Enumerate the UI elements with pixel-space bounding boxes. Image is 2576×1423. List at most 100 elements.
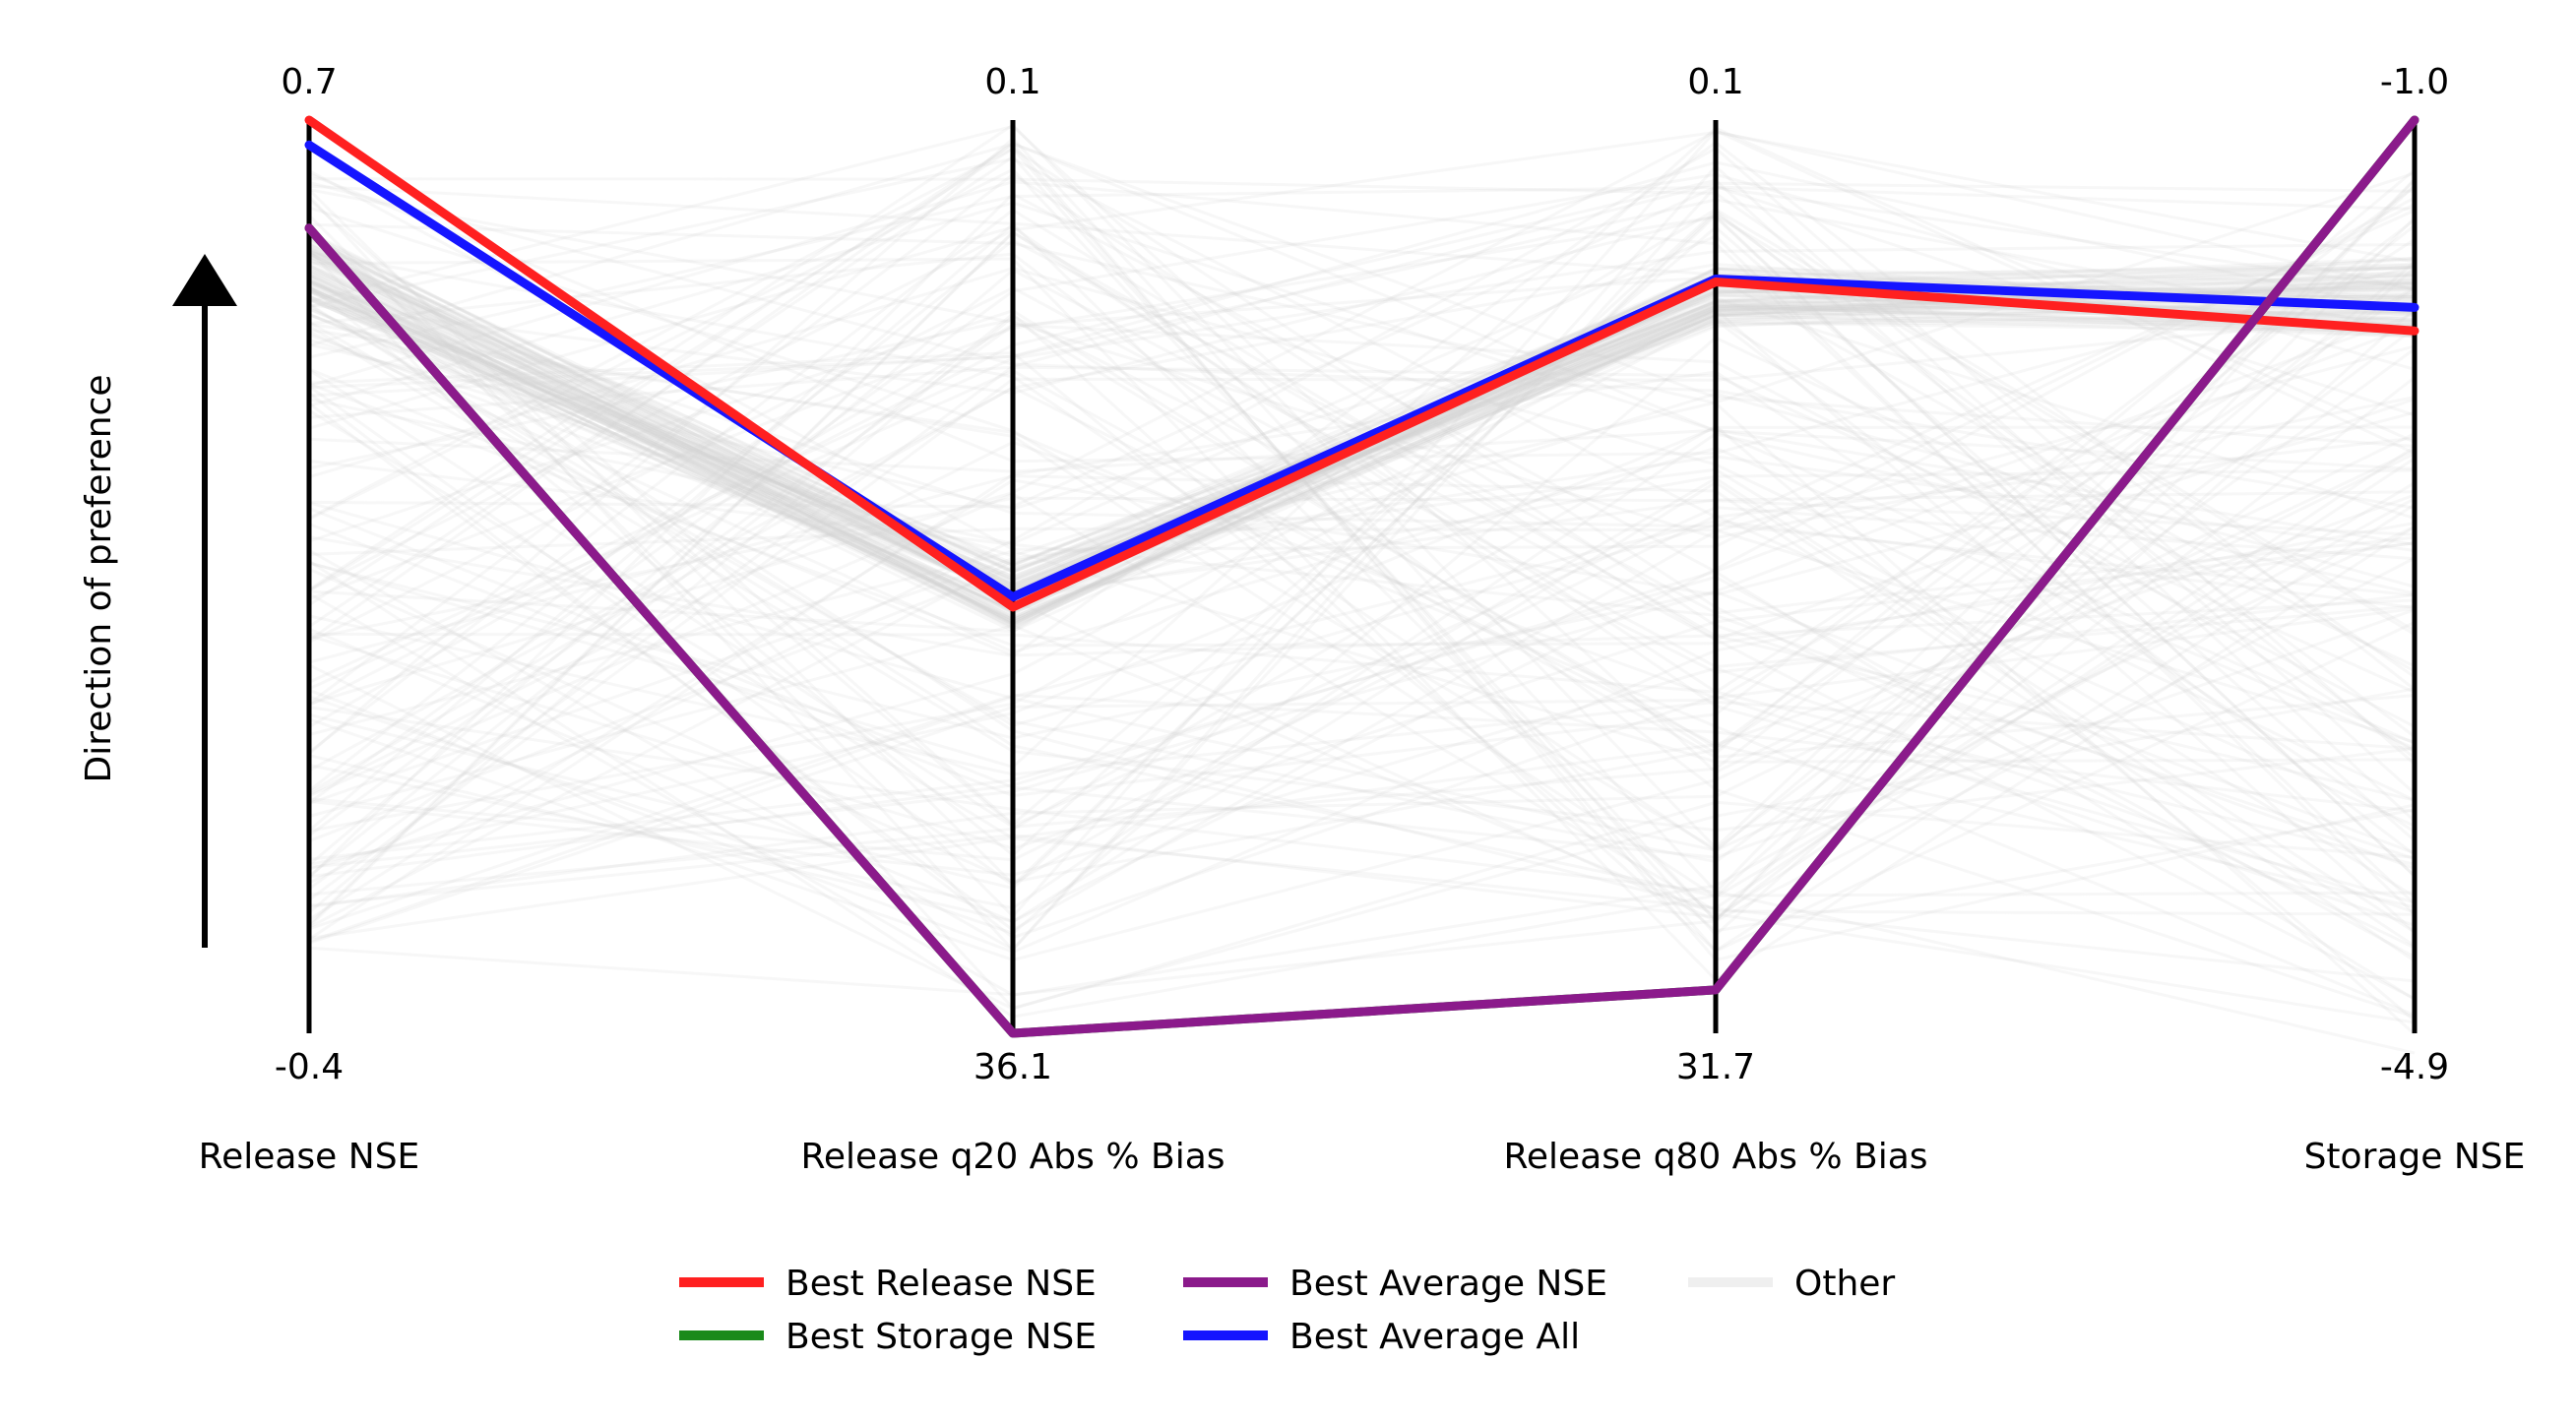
other-solution-line — [308, 614, 2416, 776]
other-solution-line — [308, 257, 2416, 982]
other-solution-line — [308, 243, 2416, 684]
other-solution-line — [308, 313, 2416, 901]
axis-top-label: -1.0 — [2380, 62, 2449, 102]
other-solution-line — [308, 428, 2416, 546]
axis-top-label: 0.7 — [281, 62, 337, 102]
other-solution-line — [308, 234, 2417, 916]
other-solution-line — [308, 322, 2416, 899]
other-solution-line — [308, 382, 2416, 648]
other-solution-line — [308, 284, 2416, 592]
other-solution-line — [308, 369, 2416, 759]
other-solution-line — [308, 142, 2416, 961]
other-solution-line — [308, 541, 2416, 850]
other-solution-line — [308, 237, 2416, 602]
other-solution-line — [308, 526, 2416, 744]
other-solution-line — [308, 285, 2416, 945]
other-solution-line — [308, 365, 2416, 694]
other-solution-line — [308, 521, 2416, 955]
other-solution-line — [308, 177, 2416, 679]
other-solution-line — [308, 167, 2416, 923]
other-solution-line — [308, 211, 2416, 891]
other-solution-line — [308, 140, 2416, 691]
axis-title: Release NSE — [199, 1137, 420, 1177]
other-solution-line — [308, 252, 2416, 622]
other-solution-line — [308, 497, 2416, 997]
other-solution-line — [308, 178, 2417, 823]
other-solution-line — [308, 209, 2416, 528]
other-solution-line — [308, 265, 2416, 623]
other-solution-line — [308, 180, 2416, 510]
other-solution-line — [308, 208, 2416, 634]
other-solution-line — [308, 257, 2416, 624]
other-solution-line — [308, 432, 2416, 910]
other-solution-line — [308, 519, 2416, 944]
other-solution-line — [308, 272, 2416, 620]
other-solution-line — [308, 146, 2416, 885]
other-solution-line — [307, 229, 2416, 926]
other-solution-line — [308, 507, 2416, 859]
other-solution-line — [308, 208, 2416, 754]
other-solution-line — [308, 263, 2416, 773]
other-solution-line — [308, 328, 2416, 1017]
other-solution-line — [308, 330, 2416, 750]
other-solution-line — [308, 274, 2416, 567]
other-solution-line — [308, 254, 2416, 624]
axis-top-label: 0.1 — [984, 62, 1040, 102]
series-line — [304, 140, 2419, 602]
other-solution-line — [308, 266, 2416, 626]
axis-bottom-label: -4.9 — [2380, 1047, 2449, 1087]
other-solution-line — [308, 259, 2416, 602]
preference-arrow-head — [172, 254, 237, 306]
other-solution-line — [308, 236, 2416, 597]
other-solution-line — [308, 312, 2416, 953]
other-solution-line — [308, 225, 2416, 828]
other-solution-line — [308, 255, 2416, 624]
other-solution-line — [308, 496, 2416, 641]
other-solution-line — [308, 243, 2416, 604]
other-solution-line — [308, 325, 2416, 833]
other-solution-line — [308, 392, 2416, 940]
other-solution-line — [308, 282, 2416, 622]
other-solution-line — [308, 185, 2416, 509]
axis-bottom-label: 31.7 — [1676, 1047, 1755, 1087]
preference-arrow — [172, 254, 237, 948]
other-solution-line — [308, 214, 2417, 878]
other-solution-line — [308, 589, 2416, 869]
other-solution-line — [308, 624, 2416, 1024]
other-solution-line — [308, 286, 2416, 598]
other-solution-line — [308, 316, 2416, 833]
other-solution-line — [308, 278, 2416, 587]
other-solution-line — [308, 188, 2416, 540]
other-solution-line — [308, 367, 2416, 657]
other-solution-line — [308, 268, 2416, 1001]
other-solution-line — [308, 180, 2417, 905]
other-solution-line — [308, 178, 2417, 895]
legend-label: Best Average NSE — [1289, 1264, 1607, 1304]
legend: Best Release NSE Best Storage NSE Best Ave… — [679, 1264, 1895, 1357]
other-solution-line — [308, 168, 2416, 756]
other-solution-line — [308, 452, 2416, 908]
other-solution-line — [308, 287, 2416, 884]
other-solution-line — [308, 693, 2416, 931]
other-solution-line — [308, 549, 2416, 764]
other-solution-line — [308, 480, 2416, 948]
series-line — [304, 115, 2419, 1038]
other-solution-line — [308, 285, 2416, 669]
other-solution-line — [308, 314, 2416, 914]
other-solution-line — [308, 222, 2417, 1036]
other-solution-line — [307, 188, 2416, 934]
other-solution-line — [308, 467, 2416, 898]
other-solution-line — [308, 279, 2416, 614]
other-solution-line — [308, 164, 2417, 952]
other-solution-line — [308, 449, 2416, 961]
other-solution-line — [308, 258, 2416, 630]
axis-bottom-label: 36.1 — [974, 1047, 1052, 1087]
other-solution-line — [308, 440, 2416, 796]
other-solution-line — [308, 663, 2416, 1011]
other-solution-line — [308, 321, 2416, 864]
axes: 0.7 -0.4 Release NSE 0.1 36.1 Release q20 Abs… — [199, 62, 2526, 1177]
axis-top-label: 0.1 — [1687, 62, 1743, 102]
other-solution-line — [308, 336, 2416, 935]
other-solution-line — [308, 263, 2416, 608]
